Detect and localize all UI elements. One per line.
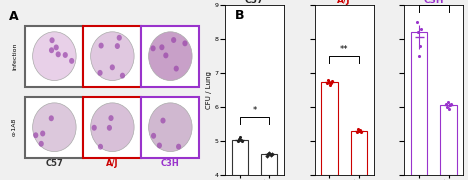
Ellipse shape	[151, 133, 156, 139]
Y-axis label: CFU / Lung: CFU / Lung	[206, 71, 212, 109]
Ellipse shape	[99, 43, 104, 49]
Point	[267, 154, 274, 156]
Bar	[411, 32, 427, 175]
Point	[239, 139, 246, 142]
FancyBboxPatch shape	[25, 26, 83, 87]
Point	[264, 153, 272, 156]
Text: *: *	[253, 106, 257, 115]
Bar	[351, 131, 367, 175]
Point	[417, 45, 424, 48]
Ellipse shape	[49, 47, 54, 53]
Text: **: **	[340, 46, 349, 55]
Ellipse shape	[54, 44, 59, 50]
Ellipse shape	[33, 103, 76, 152]
Ellipse shape	[149, 32, 192, 80]
Point	[414, 31, 422, 34]
Ellipse shape	[91, 103, 134, 152]
Ellipse shape	[49, 115, 54, 121]
Ellipse shape	[115, 43, 120, 49]
Ellipse shape	[33, 132, 38, 138]
Text: Infection: Infection	[12, 42, 17, 70]
Ellipse shape	[174, 66, 179, 72]
Ellipse shape	[159, 44, 164, 50]
Point	[416, 55, 423, 58]
FancyBboxPatch shape	[83, 26, 141, 87]
Ellipse shape	[183, 40, 188, 46]
Point	[325, 80, 333, 83]
Point	[234, 139, 241, 142]
Point	[357, 129, 364, 131]
Point	[266, 151, 273, 154]
Title: C57: C57	[245, 0, 264, 5]
Bar	[261, 154, 278, 175]
Point	[444, 100, 452, 103]
Ellipse shape	[161, 118, 166, 123]
Ellipse shape	[69, 58, 74, 64]
Ellipse shape	[176, 144, 181, 150]
Ellipse shape	[171, 37, 176, 43]
Ellipse shape	[98, 144, 103, 150]
Ellipse shape	[97, 70, 102, 76]
Point	[413, 21, 420, 24]
Ellipse shape	[109, 115, 114, 121]
Text: A/J: A/J	[106, 159, 118, 168]
Point	[418, 28, 425, 31]
Ellipse shape	[151, 45, 156, 51]
Point	[443, 105, 451, 108]
Point	[353, 131, 360, 134]
Ellipse shape	[33, 32, 76, 80]
Point	[327, 81, 335, 84]
Bar	[232, 140, 248, 175]
Point	[323, 82, 331, 85]
Point	[355, 127, 362, 130]
Point	[358, 130, 365, 133]
Ellipse shape	[120, 73, 125, 79]
Bar	[440, 105, 457, 175]
Point	[268, 152, 276, 155]
Point	[442, 102, 450, 105]
Text: B: B	[235, 9, 244, 22]
Bar	[322, 82, 337, 175]
Point	[324, 78, 332, 81]
Title: C3H: C3H	[424, 0, 444, 5]
Ellipse shape	[39, 141, 44, 147]
Point	[235, 138, 242, 141]
Point	[326, 84, 334, 86]
Point	[447, 103, 455, 106]
Ellipse shape	[163, 52, 168, 58]
Ellipse shape	[149, 103, 192, 152]
Text: A: A	[9, 10, 18, 23]
Point	[236, 136, 244, 139]
FancyBboxPatch shape	[141, 97, 199, 158]
Ellipse shape	[107, 125, 112, 131]
Text: **: **	[430, 0, 438, 4]
Text: C3H: C3H	[161, 159, 180, 168]
FancyBboxPatch shape	[141, 26, 199, 87]
Point	[354, 129, 361, 132]
Ellipse shape	[117, 35, 122, 41]
Point	[446, 104, 454, 107]
Point	[328, 79, 336, 82]
Ellipse shape	[91, 32, 134, 80]
Point	[237, 139, 245, 141]
Ellipse shape	[157, 143, 162, 148]
Ellipse shape	[50, 37, 55, 43]
Ellipse shape	[63, 52, 68, 58]
Ellipse shape	[40, 130, 45, 136]
Ellipse shape	[110, 64, 115, 70]
Text: C57: C57	[45, 159, 63, 168]
Ellipse shape	[56, 51, 61, 57]
Point	[263, 155, 271, 158]
Ellipse shape	[92, 125, 97, 131]
Title: A/J: A/J	[337, 0, 351, 5]
Point	[356, 130, 363, 133]
Point	[446, 107, 453, 110]
FancyBboxPatch shape	[83, 97, 141, 158]
Text: α-1A8: α-1A8	[12, 118, 17, 136]
FancyBboxPatch shape	[25, 97, 83, 158]
